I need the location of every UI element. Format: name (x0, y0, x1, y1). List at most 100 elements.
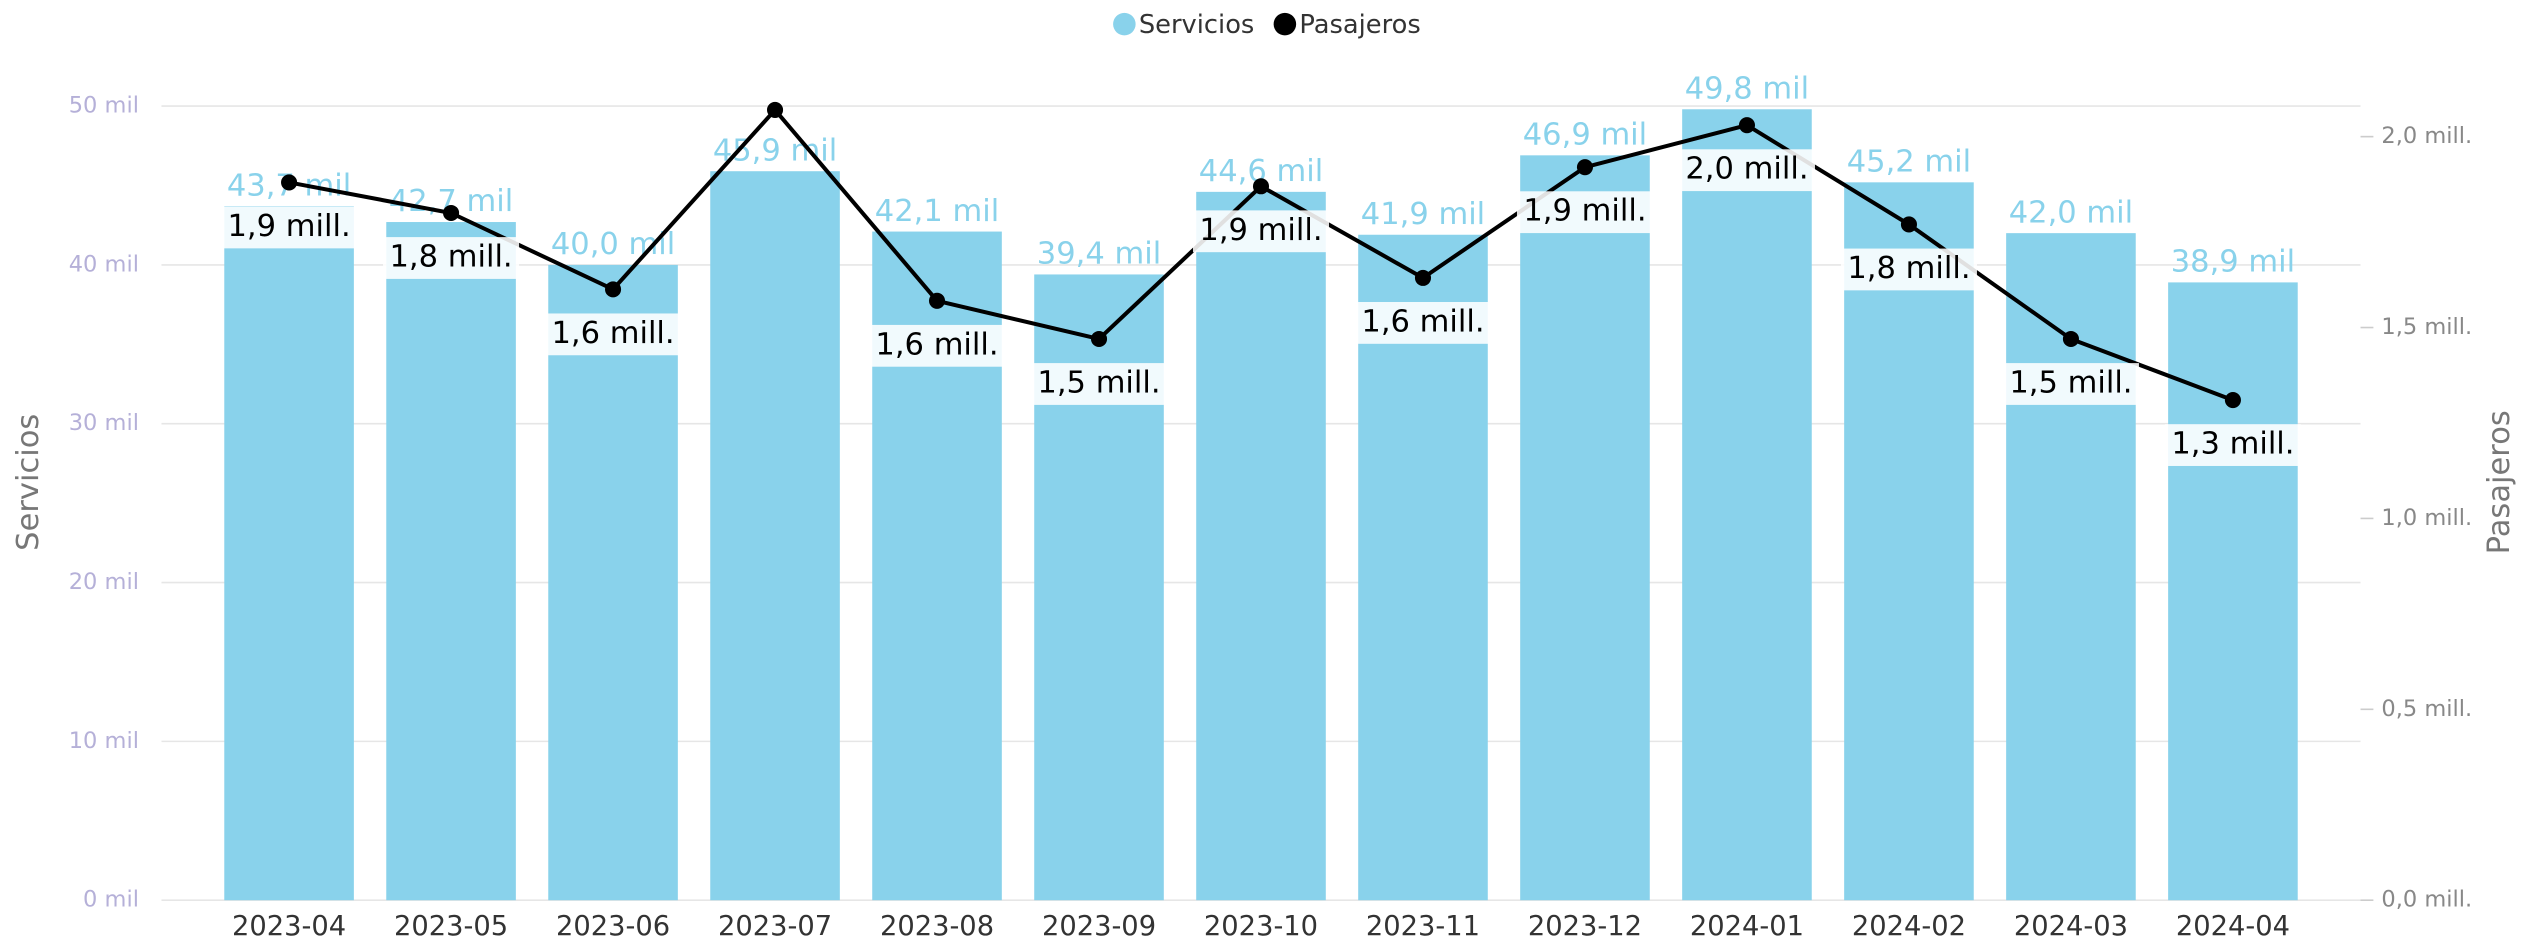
line-point (1090, 330, 1108, 348)
y-tick-label: 0 mil (83, 887, 139, 913)
x-tick-label: 2023-04 (232, 911, 346, 942)
label-background (221, 206, 358, 249)
line-value-label-group: 1,8 mill. (383, 237, 520, 279)
label-background (1678, 149, 1815, 192)
legend: Servicios Pasajeros (1113, 10, 1421, 40)
line-value-label: 1,5 mill. (1037, 365, 1160, 400)
label-background (869, 324, 1006, 367)
y2-tick-label: 0,5 mill. (2381, 696, 2472, 722)
y-tick-label: 10 mil (69, 728, 139, 754)
line-value-label: 1,9 mill. (1199, 213, 1322, 248)
bar (1358, 234, 1488, 901)
bar-value-label: 46,9 mil (1523, 118, 1647, 153)
line-point (1576, 159, 1594, 176)
y2-axis-title: Pasajeros (2482, 410, 2517, 554)
line-value-label: 1,5 mill. (2009, 365, 2132, 400)
line-value-label-group: 1,8 mill. (1840, 248, 1977, 291)
bar (1196, 191, 1326, 901)
y-tick-label: 20 mil (69, 569, 139, 595)
bar-value-label: 45,9 mil (713, 133, 837, 168)
line-value-label-group: 1,9 mill. (1192, 210, 1330, 253)
bar (1682, 109, 1812, 901)
line-value-label: 1,6 mill. (875, 327, 998, 362)
line-point (928, 292, 946, 309)
legend-label: Servicios (1139, 10, 1255, 40)
line-point (443, 204, 460, 222)
line-point (605, 281, 622, 298)
bar-value-label: 40,0 mil (551, 227, 675, 262)
label-background (2164, 424, 2301, 466)
bar (1520, 155, 1650, 901)
line-value-label: 1,3 mill. (2171, 427, 2294, 462)
line-point (1414, 269, 1432, 286)
y-axis-title: Servicios (11, 414, 46, 551)
line-value-label-group: 1,6 mill. (545, 313, 682, 356)
line-value-label: 1,6 mill. (1361, 304, 1484, 339)
line-value-label: 1,8 mill. (389, 240, 512, 275)
line-value-label-group: 1,3 mill. (2164, 424, 2301, 466)
line-value-label: 1,9 mill. (227, 209, 350, 244)
x-tick-label: 2024-04 (2176, 911, 2290, 942)
line-value-label: 1,9 mill. (1523, 194, 1646, 229)
bar (2168, 282, 2298, 901)
legend-swatch (1113, 12, 1136, 36)
line-value-label-group: 1,5 mill. (2002, 363, 2139, 405)
bar-value-label: 49,8 mil (1685, 71, 1809, 106)
bar (710, 171, 840, 901)
line-value-label-group: 2,0 mill. (1678, 149, 1815, 192)
label-background (2002, 363, 2139, 405)
line-point (1252, 178, 1270, 195)
line-point (281, 174, 298, 191)
y2-tick-label: 2,0 mill. (2381, 123, 2472, 149)
x-tick-label: 2023-08 (880, 911, 994, 942)
line-value-label-group: 1,6 mill. (869, 324, 1006, 367)
line-value-label-group: 1,6 mill. (1354, 302, 1491, 344)
label-background (1354, 302, 1491, 344)
line-value-label: 2,0 mill. (1685, 152, 1808, 187)
x-tick-label: 2023-06 (556, 911, 670, 942)
legend-swatch (1273, 12, 1297, 36)
label-background (1031, 363, 1168, 405)
bar-value-label: 45,2 mil (1847, 145, 1971, 180)
bar (1844, 182, 1974, 901)
bar (224, 206, 354, 901)
x-tick-label: 2023-12 (1528, 911, 1642, 942)
line-point (2062, 330, 2079, 348)
x-tick-label: 2024-01 (1690, 911, 1804, 942)
label-background (383, 237, 520, 279)
label-background (1516, 191, 1653, 234)
x-tick-label: 2024-03 (2014, 911, 2128, 942)
x-tick-label: 2023-05 (394, 911, 508, 942)
line-point (2224, 392, 2241, 409)
y2-tick-label: 0,0 mill. (2381, 887, 2472, 913)
label-background (1840, 248, 1977, 291)
bar-value-label: 38,9 mil (2171, 245, 2295, 280)
y2-tick-label: 1,0 mill. (2381, 505, 2472, 531)
y-tick-label: 50 mil (69, 93, 139, 119)
line-point (1738, 117, 1755, 134)
bar-value-label: 41,9 mil (1361, 197, 1485, 232)
bar (548, 264, 678, 901)
y2-tick-label: 1,5 mill. (2381, 314, 2472, 340)
line-value-label: 1,6 mill. (551, 316, 674, 351)
line-value-label: 1,8 mill. (1847, 251, 1970, 286)
line-value-label-group: 1,5 mill. (1031, 363, 1168, 405)
bar-value-label: 42,0 mil (2009, 195, 2133, 230)
line-value-label-group: 1,9 mill. (221, 206, 358, 249)
x-tick-label: 2024-02 (1852, 911, 1966, 942)
label-background (1192, 210, 1330, 253)
x-tick-label: 2023-11 (1366, 911, 1480, 942)
label-background (545, 313, 682, 356)
x-tick-label: 2023-07 (718, 911, 832, 942)
y-tick-label: 30 mil (69, 410, 139, 436)
line-value-label-group: 1,9 mill. (1516, 191, 1653, 234)
x-tick-label: 2023-09 (1042, 911, 1156, 942)
line-point (1900, 216, 1917, 233)
bar (386, 222, 516, 901)
bar-value-label: 42,1 mil (875, 194, 999, 229)
bar-value-label: 39,4 mil (1037, 237, 1161, 272)
line-point (767, 101, 784, 118)
legend-label: Pasajeros (1299, 10, 1420, 40)
